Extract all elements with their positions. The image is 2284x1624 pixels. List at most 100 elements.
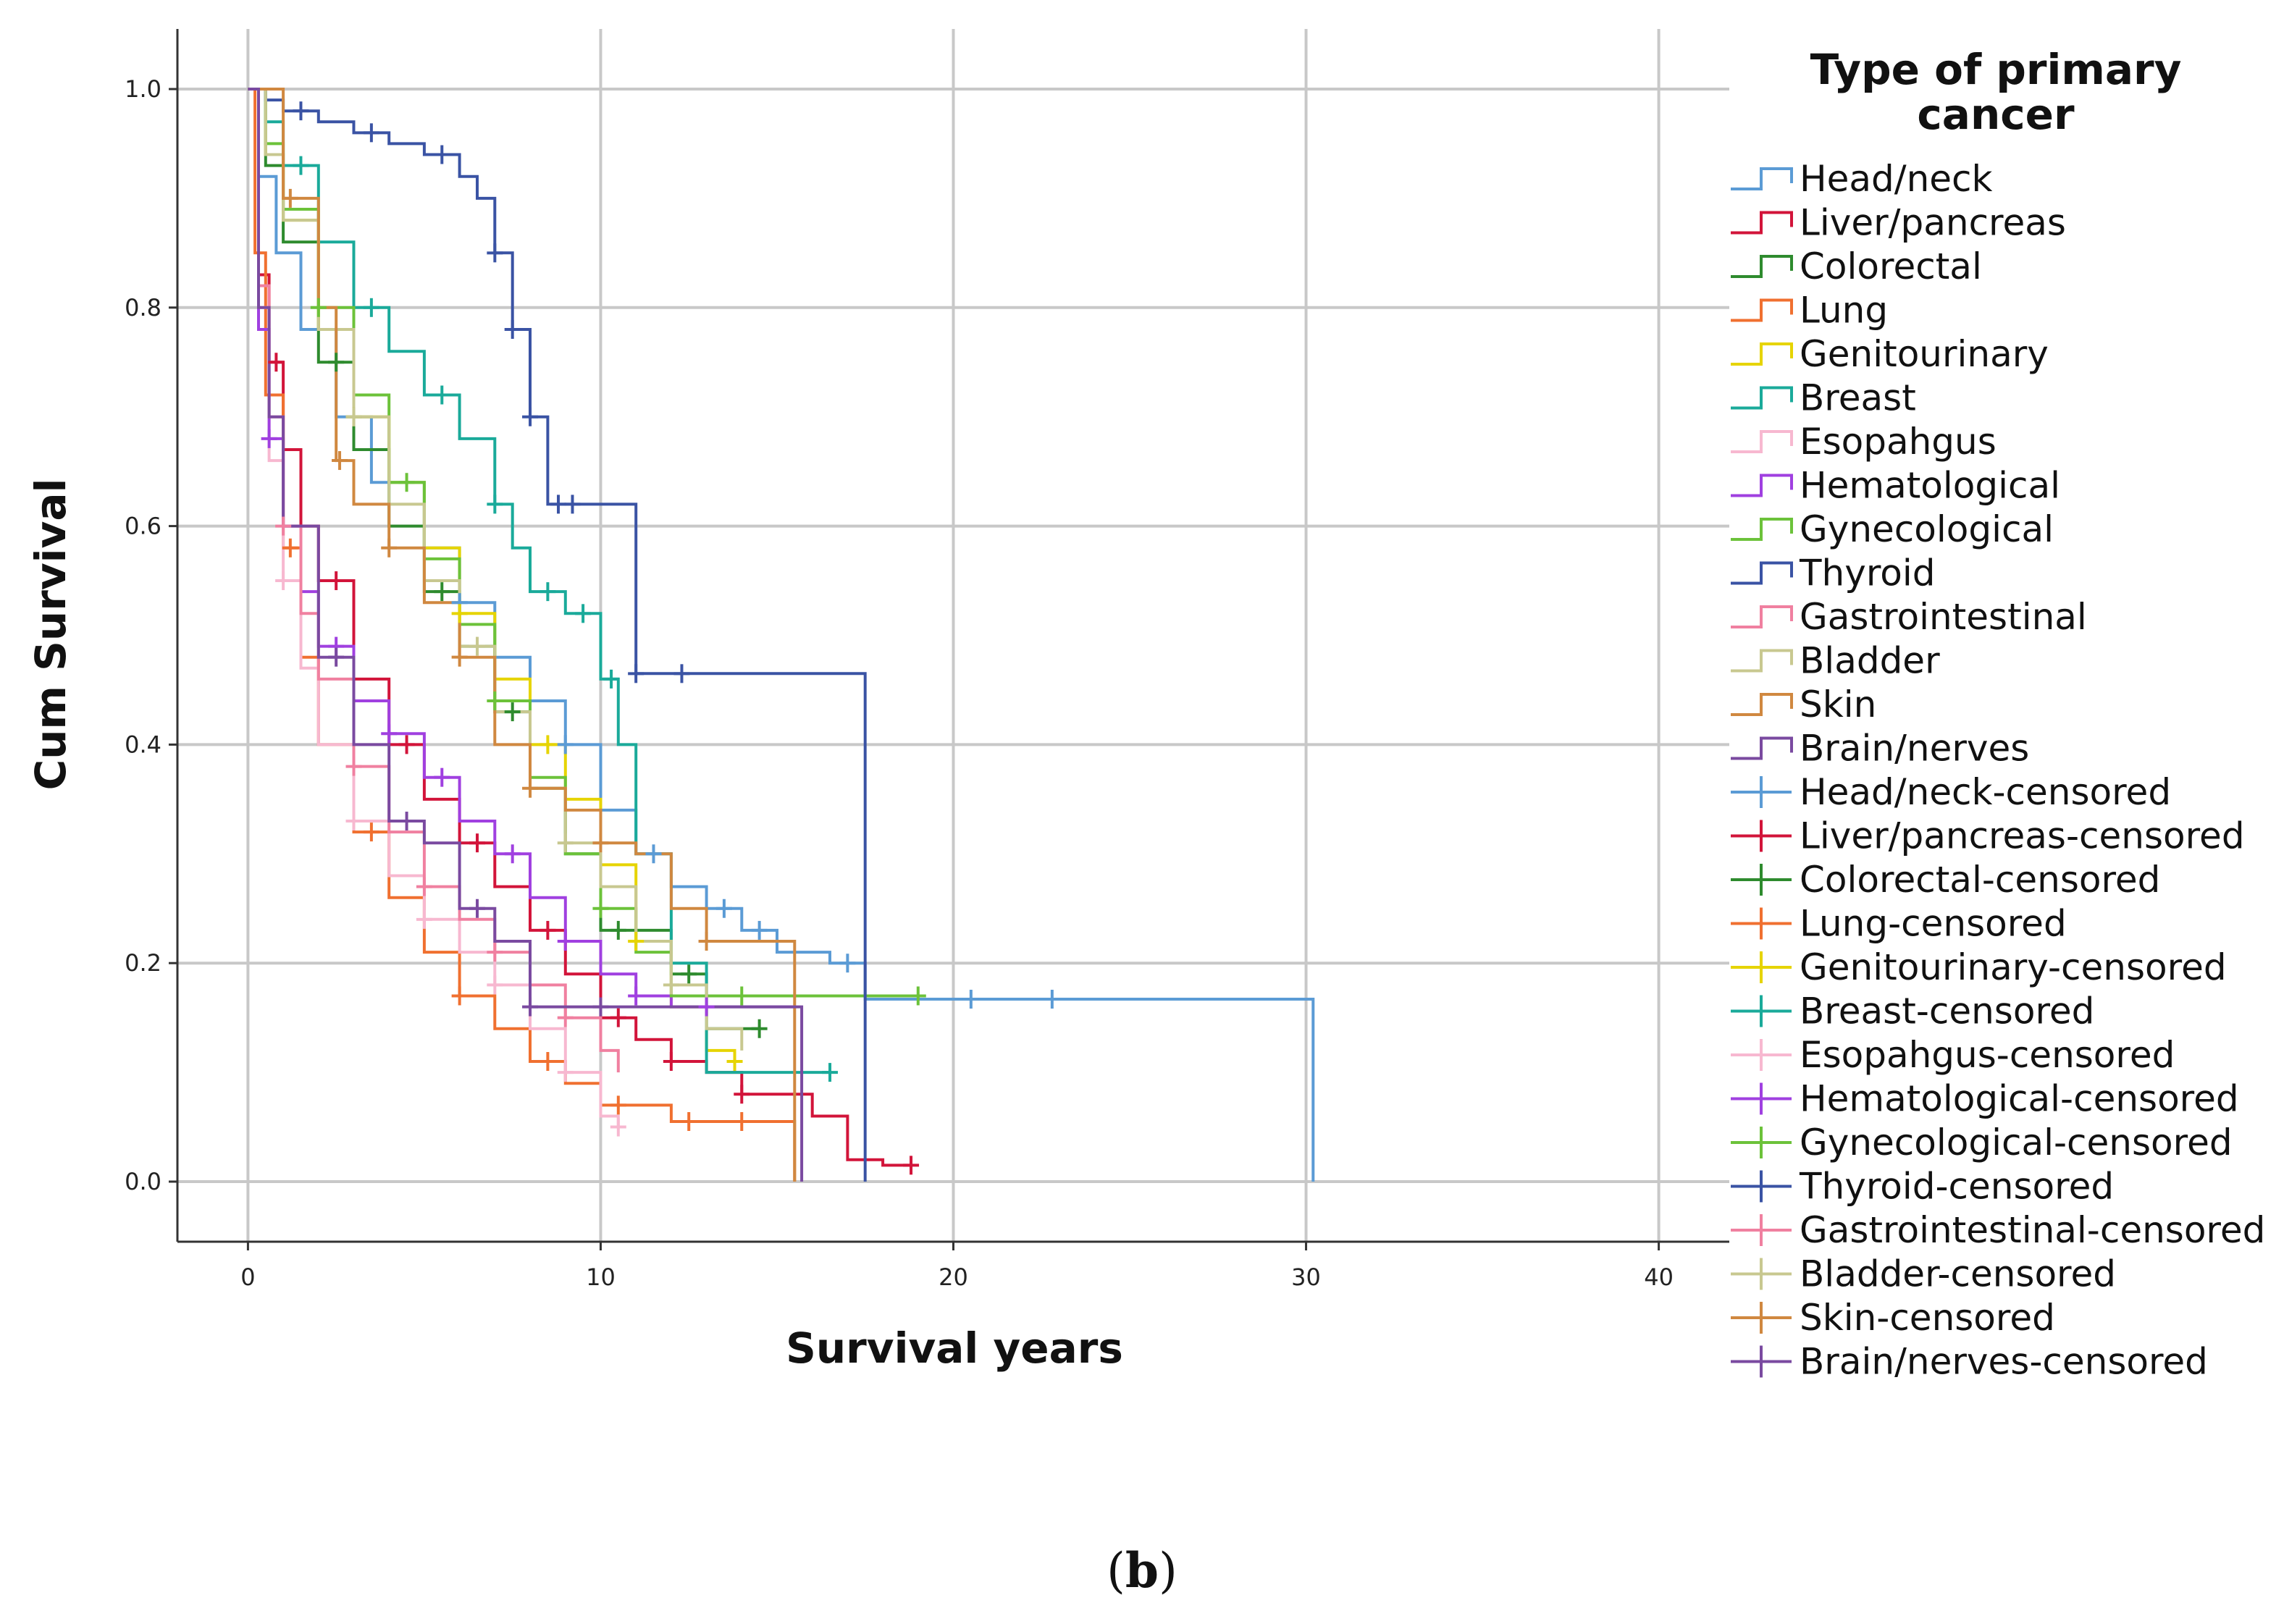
legend-label: Thyroid-censored	[1799, 1166, 2114, 1208]
censor-mark-head-neck	[751, 920, 768, 940]
legend-entry: Colorectal-censored	[1731, 859, 2160, 901]
censor-mark-esopahgus	[345, 812, 362, 831]
legend-entry: Gastrointestinal	[1731, 596, 2087, 638]
censor-mark-hematological	[557, 932, 574, 951]
legend-label: Esopahgus	[1800, 421, 1997, 463]
censor-mark-lung	[451, 986, 468, 1006]
censor-mark-esopahgus	[557, 1063, 574, 1082]
legend-swatch-step	[1731, 342, 1793, 366]
censor-mark-bladder	[345, 407, 362, 426]
x-tick-label: 0	[240, 1263, 255, 1291]
legend-entry: Esopahgus-censored	[1731, 1034, 2175, 1076]
legend-label: Gynecological	[1800, 508, 2054, 550]
legend-label: Breast-censored	[1800, 990, 2094, 1032]
series-line-genitourinary	[248, 88, 736, 1061]
x-tick-label: 20	[939, 1263, 968, 1291]
censor-mark-gastrointestinal	[275, 516, 292, 536]
censor-mark-gastrointestinal	[487, 943, 503, 962]
legend-entry: Brain/nerves-censored	[1731, 1341, 2208, 1383]
censor-mark-lung	[282, 538, 298, 558]
legend-label: Skin	[1800, 683, 1876, 725]
legend-entry: Skin-censored	[1731, 1297, 2055, 1339]
legend-label: Thyroid	[1799, 552, 1936, 594]
censor-marks	[261, 101, 1060, 1175]
censor-mark-gastrointestinal	[416, 877, 432, 896]
legend-label: Bladder-censored	[1800, 1253, 2116, 1295]
legend-entry: Esopahgus	[1731, 421, 1997, 463]
survival-curves	[248, 88, 1315, 1182]
censor-mark-esopahgus	[487, 975, 503, 995]
legend-entry: Thyroid-censored	[1731, 1166, 2114, 1208]
legend-label: Genitourinary-censored	[1800, 946, 2227, 988]
censor-mark-bladder	[663, 975, 679, 995]
censor-mark-skin	[381, 538, 398, 558]
legend-label: Head/neck-censored	[1800, 771, 2171, 813]
censor-mark-head-neck	[557, 735, 574, 754]
legend-swatch-step	[1731, 430, 1793, 453]
legend-swatch-step	[1731, 211, 1793, 235]
legend-entry: Bladder-censored	[1731, 1253, 2116, 1295]
legend-swatch-step	[1731, 167, 1793, 190]
legend-entry: Skin	[1731, 683, 1876, 725]
censor-mark-thyroid	[487, 243, 503, 263]
legend-entry: Head/neck	[1731, 158, 1993, 200]
y-axis-title: Cum Survival	[26, 479, 75, 791]
censor-mark-thyroid	[363, 123, 379, 143]
censor-mark-brain-nerves	[328, 647, 345, 667]
legend-label: Lung	[1800, 290, 1888, 332]
censor-mark-gynecological	[398, 473, 415, 492]
censor-mark-breast	[575, 604, 592, 623]
legend-label: Breast	[1800, 377, 1916, 419]
legend-entries: Head/neckLiver/pancreasColorectalLungGen…	[1731, 158, 2265, 1383]
legend-label: Gastrointestinal-censored	[1800, 1209, 2265, 1251]
censor-mark-hematological	[261, 429, 277, 448]
x-tick-label: 40	[1644, 1263, 1674, 1291]
censor-mark-bladder	[469, 636, 485, 656]
censor-mark-skin	[698, 932, 715, 951]
censor-mark-lung	[734, 1112, 750, 1132]
legend-label: Bladder	[1800, 640, 1940, 682]
censor-mark-liver-pancreas	[610, 1008, 626, 1027]
censor-mark-breast	[487, 495, 503, 514]
censor-mark-breast	[822, 1063, 839, 1082]
axes	[169, 29, 1729, 1250]
legend-entry: Gynecological-censored	[1731, 1122, 2233, 1164]
censor-mark-genitourinary	[451, 604, 468, 623]
censor-mark-brain-nerves	[592, 997, 609, 1017]
censor-mark-skin	[332, 451, 348, 471]
censor-mark-liver-pancreas	[398, 735, 415, 754]
censor-mark-brain-nerves	[398, 812, 415, 831]
series-line-brain-nerves	[248, 88, 804, 1182]
censor-mark-liver-pancreas	[469, 833, 485, 853]
legend-entry: Breast	[1731, 377, 1916, 419]
censor-mark-breast	[293, 156, 309, 175]
legend-swatch-step	[1731, 693, 1793, 716]
censor-mark-gynecological	[310, 298, 327, 317]
y-tick-label: 1.0	[125, 75, 161, 103]
censor-mark-breast	[603, 669, 620, 689]
legend-label: Brain/nerves	[1800, 728, 2029, 770]
y-tick-label: 0.4	[125, 731, 161, 758]
legend-label: Skin-censored	[1800, 1297, 2055, 1339]
censor-mark-hematological	[381, 724, 398, 744]
series-line-liver-pancreas	[248, 88, 912, 1167]
censor-mark-gastrointestinal	[345, 757, 362, 776]
censor-mark-esopahgus	[416, 909, 432, 929]
censor-mark-liver-pancreas	[903, 1156, 920, 1175]
legend-swatch-step	[1731, 561, 1793, 585]
legend-label: Head/neck	[1800, 158, 1993, 200]
censor-mark-gynecological	[592, 899, 609, 918]
censor-mark-hematological	[434, 767, 450, 787]
censor-mark-head-neck	[839, 954, 856, 973]
censor-mark-lung	[363, 822, 379, 842]
legend-swatch-step	[1731, 649, 1793, 673]
censor-mark-thyroid	[628, 664, 645, 683]
censor-mark-thyroid	[293, 101, 309, 121]
censor-mark-liver-pancreas	[663, 1052, 679, 1072]
legend-swatch-step	[1731, 605, 1793, 628]
legend-swatch-step	[1731, 255, 1793, 278]
legend-label: Colorectal	[1800, 245, 1982, 287]
legend-entry: Genitourinary	[1731, 333, 2049, 375]
legend-swatch-step	[1731, 474, 1793, 497]
legend-entry: Colorectal	[1731, 245, 1982, 287]
